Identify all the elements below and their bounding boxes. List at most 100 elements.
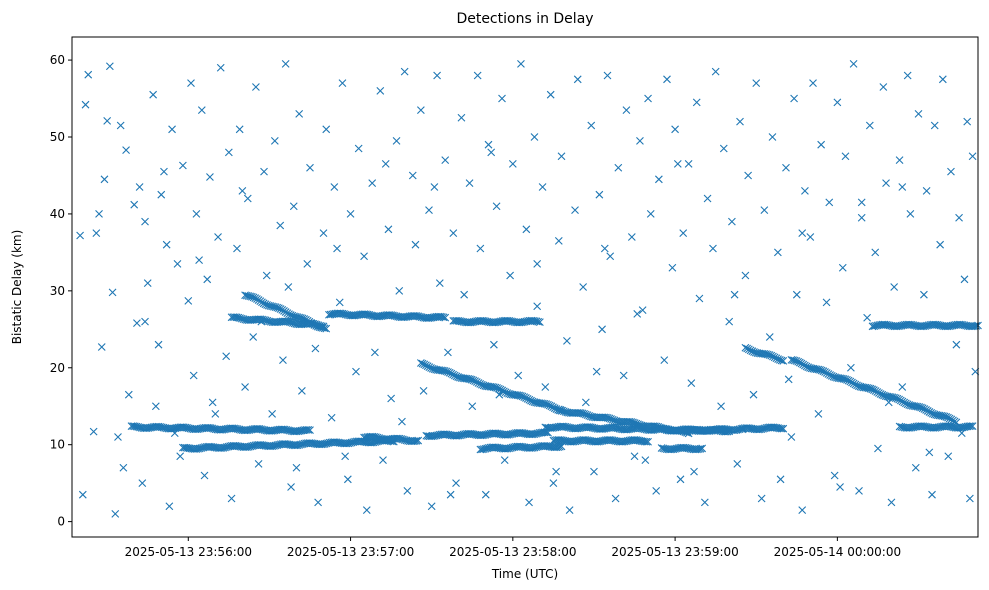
detection-point [78,490,87,499]
detection-point [833,98,842,107]
detection-point [97,343,106,351]
detection-point [903,71,912,80]
detection-point [224,148,233,157]
detection-point [449,229,458,238]
data-points [76,60,982,518]
detection-point [276,221,285,230]
detection-point [154,340,163,349]
detection-point [798,506,807,514]
detection-point [216,63,225,72]
detection-point [646,210,655,218]
x-axis-label: Time (UTC) [491,567,558,581]
detection-point [306,163,314,172]
detection-point [922,186,931,195]
detection-point [711,67,720,76]
detection-point [381,160,390,168]
detection-point [492,202,501,211]
detection-point [208,398,217,407]
detection-point [865,121,874,130]
detection-point [433,71,441,80]
detection-point [468,402,477,411]
detection-point [972,321,981,330]
x-tick-label: 2025-05-13 23:58:00 [449,545,576,559]
detection-point [757,494,766,503]
detection-point [652,486,661,495]
detection-point [314,498,322,507]
detection-point [768,133,777,141]
detection-point [790,94,798,103]
detection-point [533,260,542,268]
detection-point [581,398,590,407]
detection-point [425,206,433,214]
x-tick-label: 2025-05-13 23:57:00 [287,545,414,559]
detection-point [663,75,671,84]
detection-point [541,383,550,391]
detection-point [427,502,436,511]
detection-point [814,410,823,418]
detection-point [89,427,98,436]
detection-point [176,452,185,461]
detection-point [268,410,277,418]
detection-point [412,436,421,445]
detection-point [135,183,144,191]
detection-point [411,240,420,249]
detection-point [736,117,744,126]
detection-point [371,348,379,357]
detection-point [957,429,966,438]
y-tick-label: 40 [50,207,65,221]
detection-point [960,275,969,284]
detection-point [311,344,320,353]
detection-point [76,231,85,240]
detection-point [571,206,579,214]
detection-point [481,490,490,499]
detection-point [938,75,947,84]
detection-point [847,363,855,372]
detection-point [330,183,339,191]
detection-point [687,379,696,388]
detection-point [890,283,899,291]
detection-point [776,475,785,484]
detection-point [882,179,890,188]
detection-point [178,161,187,170]
detection-point [446,490,455,499]
detection-point [151,402,160,411]
detection-point [887,498,896,507]
detection-point [197,106,206,114]
detection-point [709,244,717,253]
detection-point [636,136,644,145]
detection-point [830,471,839,480]
detection-point [81,100,90,109]
detection-point [573,75,582,84]
detection-point [322,324,331,333]
detection-point [614,163,623,172]
detection-point [162,240,171,249]
detection-point [133,319,141,328]
chart-title: Detections in Delay [456,11,593,27]
detection-point [114,433,122,441]
detection-point [333,244,341,253]
detection-point [696,444,705,453]
detection-point [262,271,271,280]
detection-point [289,202,298,211]
detection-point [435,279,444,288]
detection-point [801,186,809,195]
detection-point [533,302,542,311]
detection-point [168,125,176,134]
detection-point [817,140,826,149]
detection-point [408,171,417,180]
detection-point [465,179,474,188]
detection-point [676,475,685,484]
detection-point [749,390,758,399]
detection-point [108,288,117,297]
detection-point [252,83,260,91]
detection-point [592,367,601,376]
detection-point [779,424,788,433]
detection-point [346,210,355,218]
detection-point [642,437,651,446]
detection-point [784,375,793,384]
detection-point [777,356,786,365]
detection-point [398,417,406,426]
detection-point [695,294,704,303]
plot-area [72,37,978,537]
detection-point [944,452,953,461]
